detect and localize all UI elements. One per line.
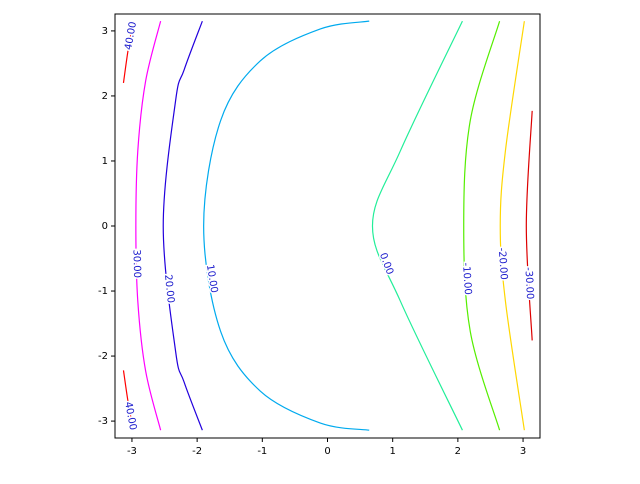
contour-label: 20.00 — [162, 274, 176, 304]
contour-line — [463, 20, 501, 431]
contour-line — [122, 21, 134, 84]
contour-line — [135, 21, 162, 431]
contour-label: 0.00 — [377, 252, 395, 277]
x-tick-label: 3 — [520, 446, 526, 457]
contour-label: -30.00 — [522, 267, 535, 300]
contour-line — [162, 20, 203, 431]
y-tick-label: -1 — [98, 286, 108, 297]
y-tick-label: -2 — [98, 351, 108, 362]
x-tick-label: 0 — [324, 446, 330, 457]
y-tick-label: 0 — [102, 221, 108, 232]
contour-label: 40.00 — [123, 21, 139, 51]
y-tick-label: 1 — [102, 156, 108, 167]
contour-line — [203, 20, 370, 431]
y-tick-label: 2 — [102, 91, 108, 102]
x-tick-label: -1 — [257, 446, 267, 457]
contour-label: 30.00 — [130, 249, 142, 278]
contour-label: -20.00 — [496, 247, 509, 280]
y-tick-label: 3 — [102, 26, 108, 37]
plot-frame — [114, 13, 541, 439]
contour-line — [371, 20, 463, 431]
x-tick-label: 1 — [389, 446, 395, 457]
contour-line — [122, 370, 134, 431]
x-tick-label: -3 — [127, 446, 137, 457]
contour-label: 40.00 — [122, 401, 138, 431]
contour-label: 10.00 — [204, 264, 219, 294]
contour-line — [525, 110, 533, 341]
x-tick-label: -2 — [192, 446, 202, 457]
y-tick-label: -3 — [98, 416, 108, 427]
x-tick-label: 2 — [455, 446, 461, 457]
contour-line — [499, 21, 525, 431]
contour-label: -10.00 — [460, 262, 473, 295]
